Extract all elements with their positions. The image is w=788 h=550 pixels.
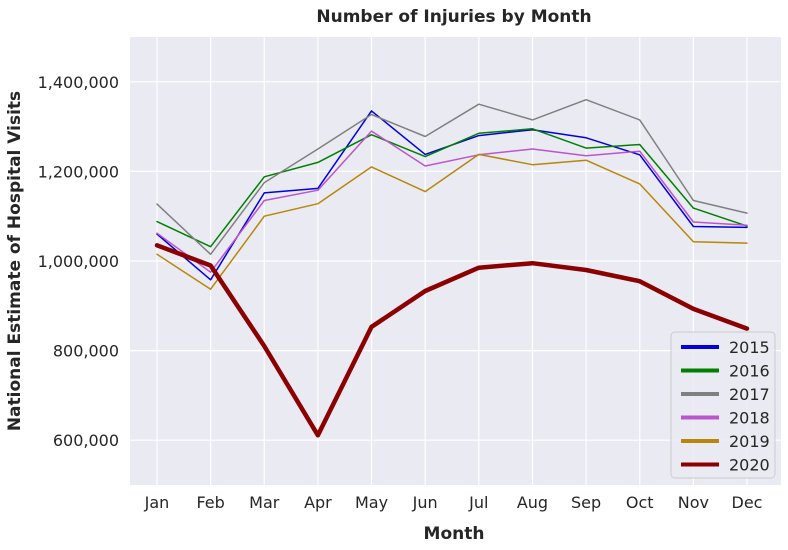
legend-label-2019: 2019 <box>729 432 770 451</box>
x-tick-label: Nov <box>678 493 709 512</box>
y-tick-label: 1,000,000 <box>38 252 119 271</box>
x-tick-label: Jan <box>144 493 170 512</box>
x-tick-label: Jun <box>412 493 438 512</box>
legend-label-2017: 2017 <box>729 385 770 404</box>
x-tick-label: Dec <box>732 493 763 512</box>
x-axis-ticks: Jan Feb Mar Apr May Jun Jul Aug Sep Oct Nov Dec <box>144 493 763 512</box>
legend: 2015 2016 2017 2018 2019 2020 <box>670 331 776 479</box>
y-axis-label: National Estimate of Hospital Visits <box>5 91 25 431</box>
x-tick-label: Jul <box>468 493 488 512</box>
series-line-2019 <box>156 153 748 290</box>
legend-label-2016: 2016 <box>729 362 770 381</box>
gridlines <box>130 37 781 485</box>
series-lines <box>154 98 750 438</box>
y-axis-ticks: 600,000 800,000 1,000,000 1,200,000 1,400,00… <box>38 73 119 450</box>
y-tick-label: 1,200,000 <box>38 162 119 181</box>
y-tick-label: 1,400,000 <box>38 73 119 92</box>
x-tick-label: Oct <box>626 493 654 512</box>
x-axis-label: Month <box>424 524 485 544</box>
x-tick-label: Sep <box>571 493 601 512</box>
legend-label-2018: 2018 <box>729 409 770 428</box>
y-tick-label: 600,000 <box>53 431 119 450</box>
series-line-2016 <box>156 128 748 248</box>
legend-label-2020: 2020 <box>729 456 770 475</box>
x-tick-label: Mar <box>249 493 280 512</box>
legend-label-2015: 2015 <box>729 338 770 357</box>
series-line-2018 <box>156 130 748 273</box>
y-tick-label: 800,000 <box>53 342 119 361</box>
series-line-2020 <box>154 243 750 438</box>
chart-title: Number of Injuries by Month <box>316 7 591 27</box>
x-tick-label: May <box>355 493 388 512</box>
x-tick-label: Aug <box>517 493 548 512</box>
series-line-2017 <box>156 98 748 256</box>
x-tick-label: Feb <box>196 493 224 512</box>
x-tick-label: Apr <box>304 493 332 512</box>
